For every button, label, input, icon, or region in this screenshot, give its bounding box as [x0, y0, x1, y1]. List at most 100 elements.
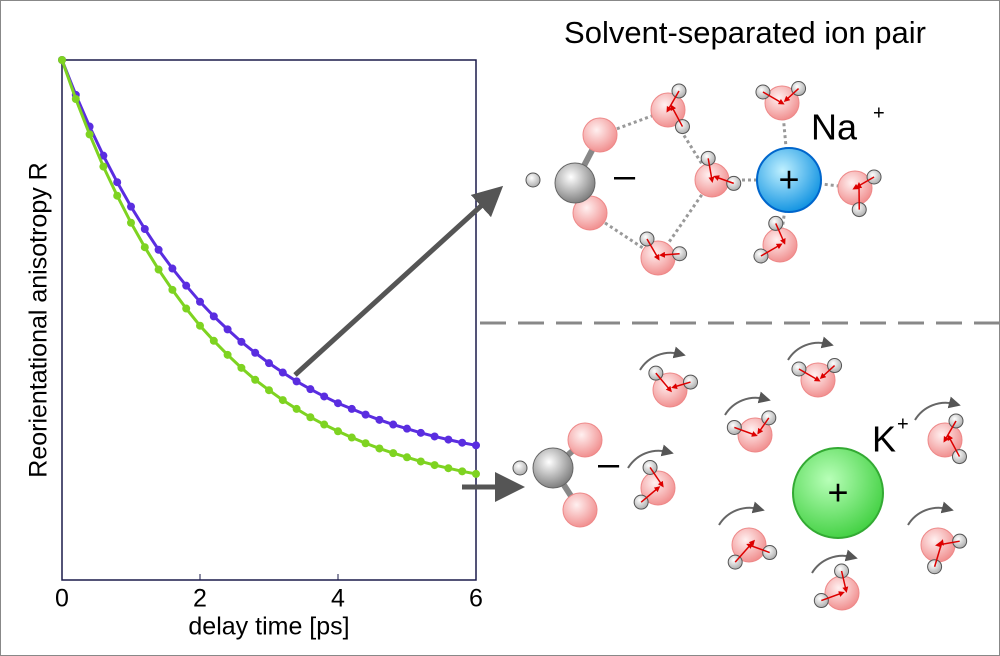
rotation: [811, 549, 858, 574]
dipole: [734, 426, 758, 437]
carbon: [554, 162, 596, 204]
data-point: [140, 225, 149, 233]
cation-charge: +: [897, 413, 909, 435]
dipole: [821, 591, 845, 602]
data-point: [209, 312, 218, 321]
dipole: [646, 238, 660, 261]
data-point: [416, 457, 425, 466]
rotation: [718, 501, 765, 526]
cation-charge: +: [873, 102, 885, 124]
data-point: [85, 130, 94, 139]
data-point: [320, 392, 329, 401]
hydrogen: [512, 460, 528, 476]
dipole: [762, 91, 785, 105]
data-point: [472, 441, 480, 450]
data-point: [154, 265, 163, 274]
oxygen: [567, 422, 603, 458]
plot-frame: [61, 59, 477, 581]
data-point: [251, 375, 260, 384]
data-point: [347, 433, 356, 442]
center-charge: +: [778, 159, 799, 200]
oxygen: [562, 492, 598, 528]
data-point: [334, 399, 342, 408]
sodium: [756, 147, 822, 213]
data-point: [320, 420, 329, 429]
data-point: [113, 178, 122, 187]
x-tick-label: 2: [193, 585, 207, 613]
data-point: [361, 439, 370, 448]
dipole: [746, 543, 770, 554]
data-point: [444, 435, 453, 444]
data-point: [444, 464, 453, 473]
data-point: [99, 151, 108, 160]
dipole: [819, 364, 836, 380]
dipole: [947, 434, 961, 457]
data-point: [306, 385, 315, 394]
dipole: [640, 486, 661, 503]
y-axis-label: Reorientational anisotropy R: [25, 162, 53, 477]
anion-charge: –: [598, 443, 620, 485]
data-point: [361, 410, 370, 419]
data-point: [278, 396, 287, 405]
data-point: [403, 453, 411, 462]
data-point: [389, 420, 398, 429]
data-point: [458, 438, 467, 447]
data-point: [292, 404, 301, 413]
data-point: [278, 368, 287, 377]
data-point: [251, 348, 260, 357]
dipole: [734, 539, 755, 563]
data-point: [306, 413, 315, 422]
data-point: [389, 449, 398, 458]
dipole: [671, 381, 691, 390]
data-point: [375, 444, 384, 453]
x-tick-label: 0: [55, 585, 69, 613]
data-point: [334, 427, 342, 436]
diagram: – +Na +–+K +: [512, 81, 968, 611]
dipole: [933, 539, 945, 567]
dipole: [666, 90, 680, 113]
arrow: [293, 185, 504, 377]
data-point: [99, 162, 108, 171]
dipole: [655, 372, 672, 393]
data-point: [237, 337, 246, 346]
data-point: [113, 191, 122, 200]
data-point: [375, 415, 384, 424]
dipole: [757, 417, 770, 435]
dipole: [798, 368, 821, 382]
data-point: [127, 218, 135, 227]
data-point: [209, 336, 218, 345]
data-point: [265, 359, 273, 368]
dipole: [943, 420, 957, 443]
data-point: [472, 469, 480, 478]
oxygen: [582, 117, 618, 153]
data-point: [182, 304, 191, 313]
cation-label: Na: [811, 107, 858, 148]
data-point: [196, 297, 204, 306]
rotation: [787, 336, 834, 361]
data-point: [58, 56, 66, 64]
data-point: [430, 461, 439, 470]
dipole: [707, 158, 715, 183]
data-point: [127, 202, 135, 211]
data-point: [237, 363, 246, 372]
dipole: [760, 243, 783, 257]
hydrogen: [525, 172, 541, 188]
data-point: [223, 350, 232, 359]
data-point: [265, 386, 273, 395]
rotation: [627, 444, 674, 469]
data-point: [430, 432, 439, 441]
dipole: [840, 570, 849, 593]
dipole: [659, 251, 680, 258]
x-axis-label: delay time [ps]: [188, 613, 349, 641]
rotation: [914, 396, 961, 421]
center-charge: +: [827, 472, 848, 513]
diagram-title: Solvent-separated ion pair: [564, 15, 926, 50]
rotation: [724, 391, 771, 416]
cation-label: K: [872, 419, 896, 460]
carbon: [532, 447, 574, 489]
x-tick-label: 4: [331, 585, 345, 613]
hydrogen: [753, 248, 769, 264]
data-point: [347, 404, 356, 413]
data-point: [416, 428, 425, 437]
